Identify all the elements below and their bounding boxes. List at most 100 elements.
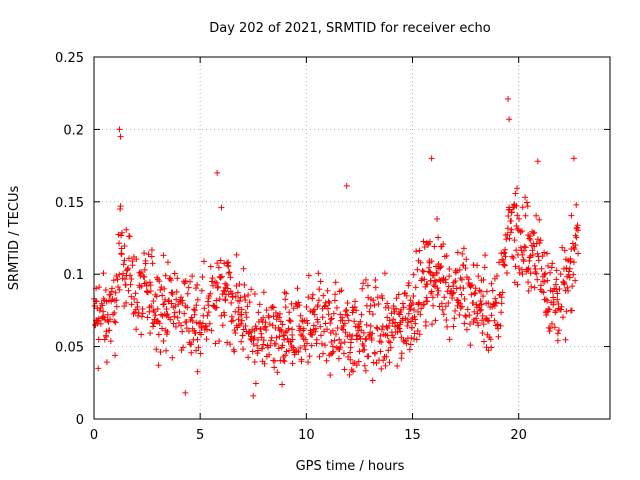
data-point: [517, 229, 524, 236]
data-point: [554, 290, 561, 297]
data-point: [151, 308, 158, 315]
data-point: [354, 332, 361, 339]
data-point: [498, 309, 505, 316]
data-point: [260, 337, 267, 344]
data-point: [332, 279, 339, 286]
data-point: [519, 271, 526, 278]
data-point: [480, 293, 487, 300]
data-point: [446, 273, 453, 280]
data-point: [171, 270, 178, 277]
data-point: [220, 309, 227, 316]
data-point: [194, 281, 201, 288]
data-point: [103, 328, 110, 335]
data-point: [127, 272, 134, 279]
data-point: [450, 289, 457, 296]
data-point: [217, 257, 224, 264]
data-point: [360, 329, 367, 336]
data-point: [163, 347, 170, 354]
data-point: [360, 280, 367, 287]
data-point: [554, 296, 561, 303]
data-point: [341, 366, 348, 373]
data-point: [308, 342, 315, 349]
data-point: [378, 339, 385, 346]
data-point: [434, 216, 441, 223]
data-point: [142, 260, 149, 267]
data-point: [215, 283, 222, 290]
data-point: [309, 332, 316, 339]
data-point: [460, 285, 467, 292]
data-point: [188, 341, 195, 348]
data-point: [95, 336, 102, 343]
data-point: [136, 269, 143, 276]
data-point: [314, 316, 321, 323]
data-point: [371, 302, 378, 309]
data-point: [438, 300, 445, 307]
data-point: [504, 225, 511, 232]
data-point: [309, 291, 316, 298]
data-point: [570, 155, 577, 162]
data-point: [431, 243, 438, 250]
data-point: [467, 342, 474, 349]
data-point: [417, 311, 424, 318]
data-point: [201, 305, 208, 312]
data-point: [244, 303, 251, 310]
data-point: [419, 267, 426, 274]
data-point: [180, 344, 187, 351]
data-point: [453, 285, 460, 292]
data-point: [159, 292, 166, 299]
data-point: [426, 269, 433, 276]
data-point: [266, 321, 273, 328]
data-point: [156, 278, 163, 285]
data-point: [102, 286, 109, 293]
data-point: [101, 314, 108, 321]
data-point: [506, 116, 513, 123]
data-point: [525, 279, 532, 286]
data-point: [558, 303, 565, 310]
data-point: [275, 345, 282, 352]
data-point: [410, 292, 417, 299]
data-point: [365, 353, 372, 360]
data-point: [460, 262, 467, 269]
data-point: [443, 317, 450, 324]
data-point: [338, 287, 345, 294]
data-point: [420, 268, 427, 275]
data-point: [238, 306, 245, 313]
data-point: [209, 275, 216, 282]
data-point: [536, 240, 543, 247]
data-point: [302, 336, 309, 343]
data-point: [123, 299, 130, 306]
data-point: [189, 273, 196, 280]
data-point: [410, 335, 417, 342]
data-point: [557, 271, 564, 278]
data-point: [534, 276, 541, 283]
data-point: [488, 280, 495, 287]
data-point: [344, 300, 351, 307]
data-point: [356, 323, 363, 330]
data-point: [240, 346, 247, 353]
data-point: [265, 314, 272, 321]
data-point: [267, 337, 274, 344]
data-point: [568, 307, 575, 314]
data-point: [178, 347, 185, 354]
data-point: [428, 258, 435, 265]
data-point: [413, 336, 420, 343]
x-tick-label: 0: [90, 428, 98, 443]
data-point: [400, 304, 407, 311]
data-point: [249, 348, 256, 355]
data-point: [283, 290, 290, 297]
data-point: [569, 240, 576, 247]
data-point: [519, 251, 526, 258]
data-point: [372, 284, 379, 291]
data-point: [544, 277, 551, 284]
data-point: [549, 288, 556, 295]
data-point: [531, 284, 538, 291]
data-point: [228, 313, 235, 320]
data-point: [207, 290, 214, 297]
data-point: [204, 326, 211, 333]
data-point: [574, 222, 581, 229]
data-point: [385, 347, 392, 354]
data-point: [459, 250, 466, 257]
data-point: [118, 250, 125, 257]
data-point: [133, 326, 140, 333]
data-point: [496, 259, 503, 266]
